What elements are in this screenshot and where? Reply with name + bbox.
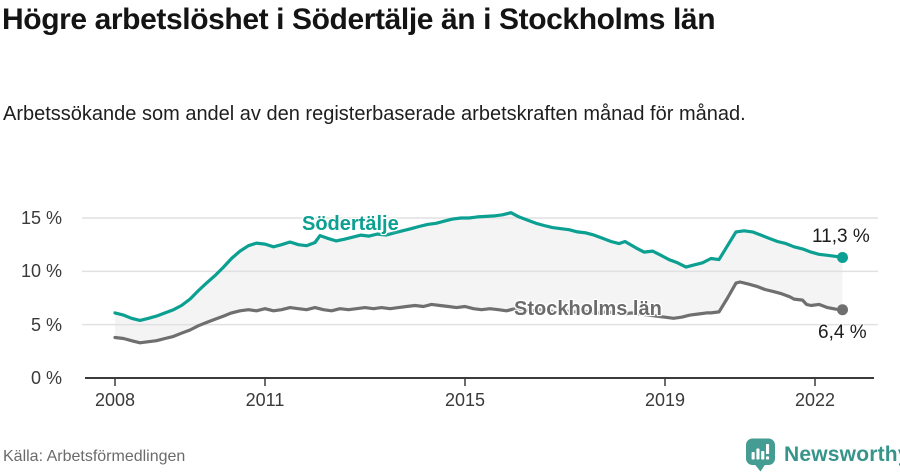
newsworthy-wordmark: Newsworthy xyxy=(784,442,900,466)
x-axis-label: 2022 xyxy=(794,390,836,410)
y-axis-label: 5 % xyxy=(30,315,62,335)
chart-subtitle: Arbetssökande som andel av den registerb… xyxy=(3,103,746,125)
x-axis-label: 2015 xyxy=(444,390,486,410)
end-value-label-sodertalje: 11,3 % xyxy=(812,226,870,247)
series-label-stockholms-lan: Stockholms län xyxy=(514,298,662,320)
end-value-label-stockholms-lan: 6,4 % xyxy=(818,322,867,343)
y-axis-label: 15 % xyxy=(20,208,62,228)
chart-title: Högre arbetslöshet i Södertälje än i Sto… xyxy=(2,3,716,36)
x-axis-label: 2008 xyxy=(94,390,136,410)
y-axis-label: 0 % xyxy=(30,368,62,388)
series-label-sodertalje: Södertälje xyxy=(302,213,399,235)
x-axis-label: 2011 xyxy=(245,390,285,410)
source-note: Källa: Arbetsförmedlingen xyxy=(3,448,186,465)
newsworthy-logo: Newsworthy xyxy=(744,437,900,472)
y-axis-label: 10 % xyxy=(20,261,62,281)
x-axis-label: 2019 xyxy=(644,390,686,410)
newsworthy-bar-chart-badge-icon xyxy=(746,438,775,472)
